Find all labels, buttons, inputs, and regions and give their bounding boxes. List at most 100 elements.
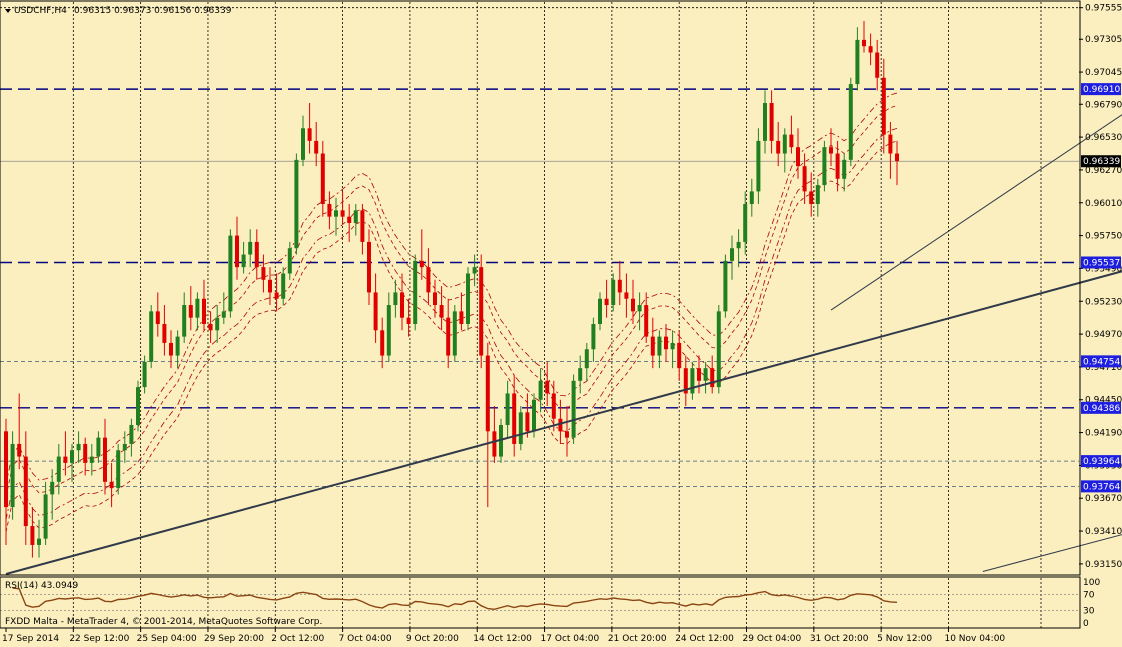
candle-body	[221, 311, 226, 318]
candle-body	[386, 305, 391, 356]
candle-body	[175, 336, 180, 356]
horizontal-levels	[0, 88, 1079, 487]
candle-body	[37, 538, 41, 545]
candle-body	[565, 431, 569, 438]
candle-body	[749, 191, 754, 205]
chart-ohlc: 0.96315 0.96373 0.96156 0.96339	[74, 6, 232, 16]
x-tick-label: 17 Oct 04:00	[541, 634, 600, 644]
candle-body	[829, 147, 833, 154]
candle-body	[617, 279, 622, 293]
y-tick-label: 0.95230	[1085, 297, 1122, 307]
y-tick-label: 0.95490	[1085, 264, 1122, 274]
x-tick-label: 29 Oct 04:00	[743, 634, 802, 644]
candle-body	[340, 210, 345, 217]
candle-body	[809, 191, 814, 205]
candle-body	[254, 241, 259, 268]
candle-body	[835, 153, 840, 179]
candle-body	[294, 159, 299, 249]
candle-body	[466, 273, 470, 324]
y-tick-label: 0.97305	[1085, 35, 1122, 45]
level-tag-label: 0.94386	[1083, 404, 1120, 414]
candle-body	[723, 260, 728, 312]
x-tick-label: 24 Oct 12:00	[675, 634, 734, 644]
candle-body	[43, 494, 48, 539]
y-tick-label: 0.95750	[1085, 232, 1122, 242]
x-tick-label: 7 Oct 04:00	[339, 634, 392, 644]
level-tag	[1081, 401, 1121, 414]
candle-body	[320, 153, 325, 205]
candle-body	[50, 481, 55, 495]
candle-body	[208, 323, 213, 331]
candle-body	[683, 368, 688, 394]
symbol-dropdown-icon[interactable]	[5, 9, 11, 13]
candle-body	[881, 77, 886, 135]
x-tick-label: 14 Oct 12:00	[473, 634, 532, 644]
main-frame	[0, 0, 1081, 576]
candle-body	[446, 317, 451, 356]
candle-body	[433, 292, 437, 306]
candle-body	[479, 267, 484, 356]
x-tick-label: 21 Oct 20:00	[608, 634, 667, 644]
candle-body	[657, 336, 662, 356]
x-tick-label: 22 Sep 12:00	[69, 634, 129, 644]
candle-body	[862, 39, 866, 47]
level-tag-label: 0.95537	[1083, 258, 1120, 268]
candle-body	[149, 311, 154, 362]
candle-body	[89, 456, 94, 463]
candle-body	[215, 317, 220, 331]
envelope-line	[5, 128, 898, 520]
envelope-line	[5, 140, 898, 533]
candle-body	[413, 260, 418, 324]
level-tag	[1081, 480, 1121, 493]
current-price-tag	[1081, 155, 1121, 168]
candle-body	[30, 526, 35, 545]
candle-body	[261, 267, 266, 280]
y-tick-label: 0.94710	[1085, 363, 1122, 373]
candle-body	[472, 267, 477, 274]
level-tag-label: 0.93764	[1083, 482, 1120, 492]
candle-body	[268, 279, 272, 293]
candle-body	[710, 368, 715, 388]
rsi-axis-label: 0	[1083, 619, 1089, 629]
candle-body	[122, 443, 127, 451]
candle-body	[452, 311, 457, 356]
rsi-panel: 100 70 30 0	[0, 578, 1100, 629]
candle-body	[756, 140, 761, 192]
candle-body	[136, 387, 140, 426]
candles	[4, 20, 899, 558]
price-tags: 0.96910 0.95537 0.94754 0.94386 0.93964 0.937…	[1081, 83, 1121, 493]
level-tag-label: 0.93964	[1083, 457, 1120, 467]
candle-body	[228, 235, 233, 312]
candle-body	[109, 481, 114, 489]
trendlines	[5, 114, 1122, 575]
level-tag	[1081, 455, 1121, 468]
candle-body	[287, 248, 292, 274]
candle-body	[4, 431, 8, 508]
level-tag	[1081, 256, 1121, 269]
rsi-axis-label: 70	[1083, 590, 1095, 600]
candle-body	[96, 437, 101, 457]
rsi-label: RSI(14) 43.0949	[5, 581, 78, 591]
y-tick-label: 0.94970	[1085, 330, 1122, 340]
candle-body	[624, 292, 629, 299]
trendline	[982, 534, 1122, 572]
candle-body	[664, 336, 668, 350]
candle-body	[842, 159, 847, 179]
candle-body	[76, 443, 81, 451]
candle-body	[558, 418, 563, 432]
y-tick-label: 0.96010	[1085, 199, 1122, 209]
candle-body	[545, 380, 550, 394]
candle-body	[188, 305, 193, 318]
candle-body	[393, 292, 398, 306]
candle-body	[235, 235, 239, 268]
candle-body	[155, 311, 160, 324]
candle-body	[334, 210, 338, 217]
candle-body	[195, 298, 200, 318]
candle-body	[23, 456, 28, 527]
candle-body	[360, 210, 365, 242]
rsi-line	[12, 587, 898, 611]
candle-body	[406, 317, 411, 324]
candle-body	[202, 298, 206, 324]
candle-body	[584, 349, 589, 369]
